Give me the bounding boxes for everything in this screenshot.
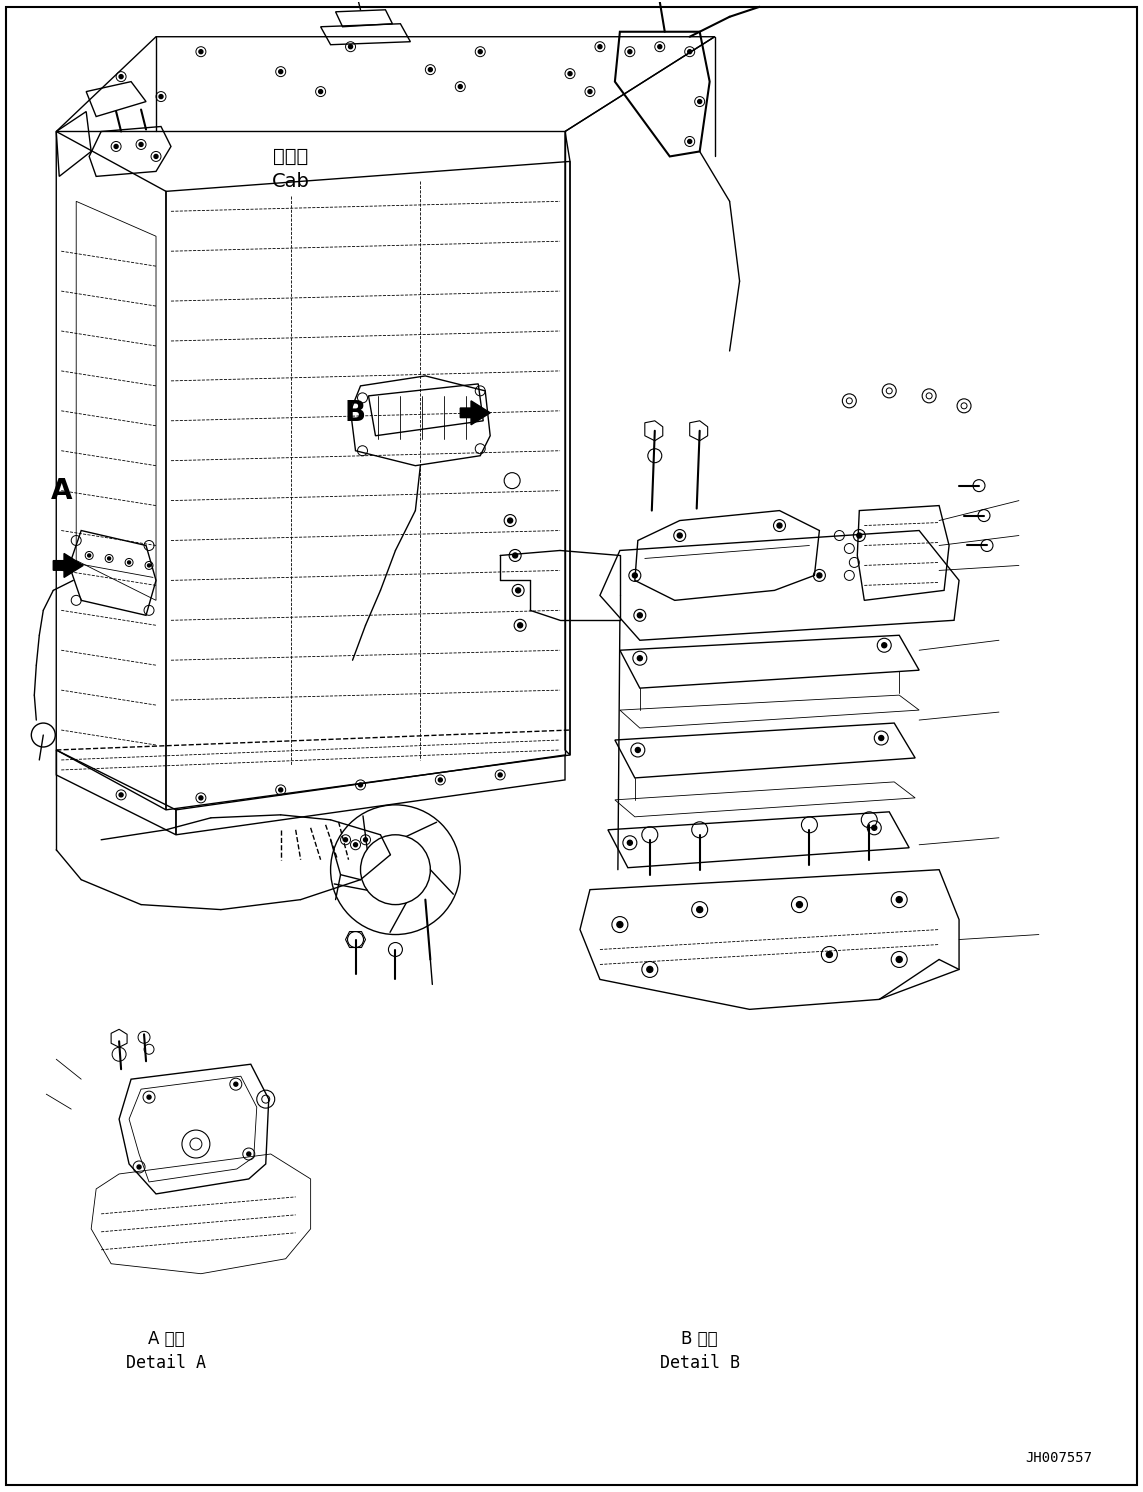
- Circle shape: [119, 792, 123, 797]
- Polygon shape: [54, 554, 83, 577]
- Circle shape: [628, 49, 632, 54]
- Circle shape: [817, 573, 822, 577]
- Circle shape: [638, 613, 642, 618]
- Circle shape: [349, 45, 352, 49]
- Polygon shape: [461, 401, 490, 425]
- Circle shape: [363, 839, 368, 841]
- Circle shape: [568, 72, 572, 76]
- Circle shape: [498, 773, 502, 777]
- Circle shape: [234, 1082, 238, 1086]
- Circle shape: [657, 45, 662, 49]
- Circle shape: [429, 67, 432, 72]
- Circle shape: [458, 85, 462, 88]
- Circle shape: [279, 70, 282, 73]
- Text: Detail A: Detail A: [126, 1355, 206, 1373]
- Circle shape: [688, 139, 692, 143]
- Circle shape: [588, 90, 592, 94]
- Circle shape: [147, 564, 151, 567]
- Circle shape: [617, 922, 623, 928]
- Circle shape: [896, 956, 902, 962]
- Circle shape: [199, 49, 203, 54]
- Circle shape: [518, 622, 522, 628]
- Text: A 詳細: A 詳細: [147, 1329, 184, 1347]
- Circle shape: [359, 783, 362, 786]
- Circle shape: [638, 655, 642, 661]
- Text: JH007557: JH007557: [1025, 1452, 1093, 1465]
- Circle shape: [438, 777, 442, 782]
- Circle shape: [247, 1152, 250, 1156]
- Circle shape: [128, 561, 130, 564]
- Circle shape: [159, 94, 163, 98]
- Circle shape: [872, 825, 877, 830]
- Circle shape: [697, 100, 702, 103]
- Text: Detail B: Detail B: [660, 1355, 740, 1373]
- Circle shape: [147, 1095, 151, 1100]
- Circle shape: [139, 142, 143, 146]
- Circle shape: [279, 788, 282, 792]
- Circle shape: [688, 49, 692, 54]
- Text: B: B: [345, 398, 366, 427]
- Circle shape: [777, 524, 782, 528]
- Circle shape: [513, 554, 518, 558]
- Circle shape: [154, 155, 158, 158]
- Text: B 詳細: B 詳細: [681, 1329, 718, 1347]
- Circle shape: [647, 967, 653, 973]
- Circle shape: [107, 557, 111, 560]
- Circle shape: [896, 897, 902, 903]
- Circle shape: [137, 1165, 141, 1168]
- Circle shape: [478, 49, 482, 54]
- Circle shape: [632, 573, 638, 577]
- Circle shape: [797, 901, 802, 907]
- Text: キャブ: キャブ: [273, 146, 309, 166]
- Circle shape: [507, 518, 513, 524]
- Circle shape: [697, 907, 703, 913]
- Circle shape: [628, 840, 632, 846]
- Circle shape: [857, 533, 862, 539]
- Circle shape: [114, 145, 118, 149]
- Circle shape: [119, 75, 123, 79]
- Text: A: A: [50, 476, 72, 504]
- Circle shape: [88, 554, 90, 557]
- Text: Cab: Cab: [272, 172, 310, 191]
- Circle shape: [879, 736, 884, 740]
- Circle shape: [319, 90, 322, 94]
- Circle shape: [881, 643, 887, 648]
- Circle shape: [515, 588, 520, 592]
- Circle shape: [826, 952, 832, 958]
- Circle shape: [353, 843, 358, 847]
- Circle shape: [199, 795, 203, 800]
- Circle shape: [598, 45, 602, 49]
- Circle shape: [344, 839, 347, 841]
- Circle shape: [678, 533, 682, 539]
- Circle shape: [636, 747, 640, 752]
